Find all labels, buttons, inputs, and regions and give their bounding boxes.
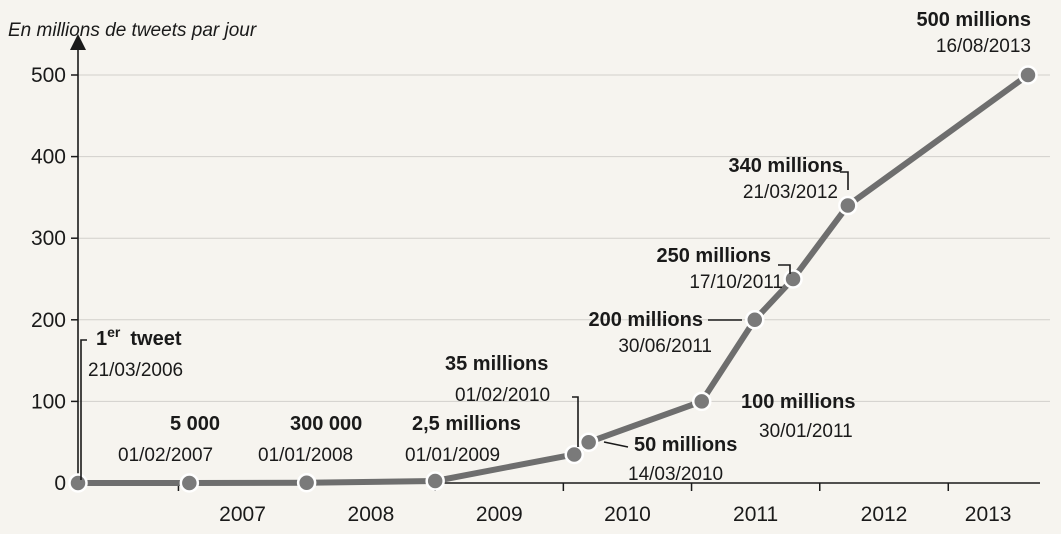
- date-label-7: 30/06/2011: [618, 336, 712, 357]
- x-tick-label-2: 2009: [476, 503, 523, 526]
- y-tick-label-0: 0: [54, 472, 66, 495]
- annotations: 1er tweet 21/03/2006 5 000 01/02/2007 300 000…: [80, 9, 1032, 485]
- annotation-leader-9: [840, 171, 849, 190]
- annotation-leader-5: [603, 441, 629, 448]
- data-point-0: [68, 473, 88, 493]
- x-tick-label-4: 2011: [733, 503, 778, 526]
- date-label-6: 30/01/2011: [759, 421, 853, 442]
- value-label-6: 100 millions: [741, 391, 856, 413]
- x-tick-label-6: 2013: [965, 503, 1012, 526]
- value-label-8: 250 millions: [657, 245, 772, 267]
- y-tick-label-4: 400: [31, 146, 66, 169]
- value-label-2: 300 000: [290, 413, 362, 435]
- value-label-3: 2,5 millions: [412, 413, 521, 435]
- date-label-9: 21/03/2012: [743, 182, 838, 203]
- annotation-leader-8: [778, 264, 791, 274]
- date-label-3: 01/01/2009: [405, 445, 500, 466]
- data-point-3: [425, 471, 445, 491]
- value-label-0: 1er tweet: [96, 324, 182, 350]
- data-point-8: [783, 269, 803, 289]
- value-label-10: 500 millions: [917, 9, 1032, 31]
- x-tick-label-0: 2007: [219, 503, 266, 526]
- x-tick-label-3: 2010: [604, 503, 651, 526]
- series-path: [78, 72, 1030, 486]
- value-label-1: 5 000: [170, 413, 220, 435]
- x-tick-label-5: 2012: [861, 503, 908, 526]
- date-label-8: 17/10/2011: [689, 272, 783, 293]
- series-line: [78, 72, 1030, 486]
- data-point-1: [179, 473, 200, 493]
- date-label-0: 21/03/2006: [88, 360, 183, 381]
- data-point-6: [691, 391, 712, 412]
- annotation-leader-0: [80, 339, 87, 480]
- date-label-1: 01/02/2007: [118, 445, 213, 466]
- value-label-4: 35 millions: [445, 353, 548, 375]
- data-point-10: [1018, 65, 1038, 85]
- y-tick-label-5: 500: [31, 64, 66, 87]
- data-points: [68, 65, 1038, 493]
- data-point-7: [745, 310, 765, 330]
- gridlines: [78, 74, 1050, 402]
- y-tick-label-1: 100: [31, 390, 66, 413]
- date-label-4: 01/02/2010: [455, 385, 550, 406]
- value-label-7: 200 millions: [589, 309, 704, 331]
- value-label-5: 50 millions: [634, 434, 737, 456]
- date-label-5: 14/03/2010: [628, 464, 723, 485]
- data-point-2: [296, 473, 317, 493]
- y-tick-label-3: 300: [31, 227, 66, 250]
- date-label-10: 16/08/2013: [936, 36, 1031, 57]
- axes: [70, 34, 1040, 484]
- y-tick-label-2: 200: [31, 309, 66, 332]
- y-axis-label: En millions de tweets par jour: [8, 20, 257, 41]
- data-point-9: [838, 195, 858, 216]
- annotation-leader-4: [572, 396, 579, 447]
- y-tick-labels: 0 100 200 300 400 500: [31, 64, 78, 495]
- data-point-5: [578, 432, 599, 452]
- x-tick-labels: 2007 2008 2009 2010 2011 2012 2013: [177, 483, 1012, 526]
- x-tick-label-1: 2008: [348, 503, 395, 526]
- data-point-4: [564, 444, 584, 465]
- date-label-2: 01/01/2008: [258, 445, 353, 466]
- value-label-9: 340 millions: [729, 155, 844, 177]
